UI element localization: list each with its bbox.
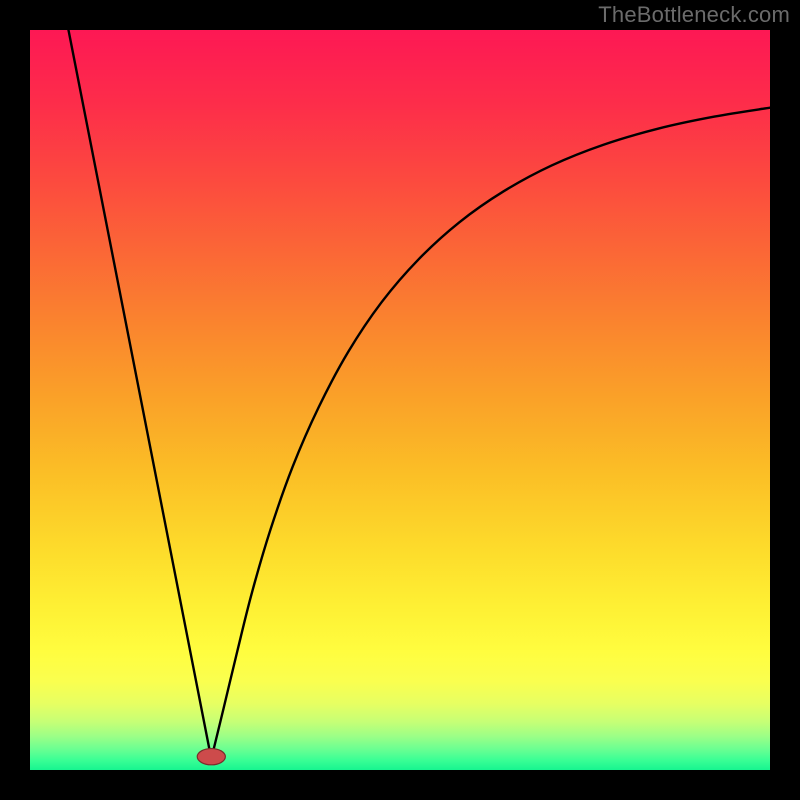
chart-svg [30, 30, 770, 770]
plot-area [30, 30, 770, 770]
watermark-text: TheBottleneck.com [598, 2, 790, 28]
minimum-marker [197, 749, 225, 765]
